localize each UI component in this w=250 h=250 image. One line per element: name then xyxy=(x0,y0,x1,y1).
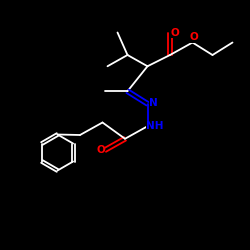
Text: N: N xyxy=(148,98,158,108)
Text: O: O xyxy=(96,145,105,155)
Text: NH: NH xyxy=(146,121,164,131)
Text: O: O xyxy=(170,28,179,38)
Text: O: O xyxy=(190,32,198,42)
